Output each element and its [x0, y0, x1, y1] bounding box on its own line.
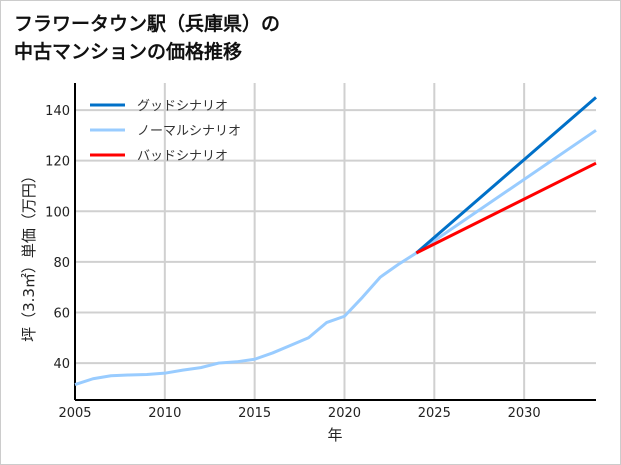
series-line-3 [415, 161, 597, 255]
y-axis-label: 坪（3.3㎡）単価（万円） [20, 168, 38, 342]
x-tick-label: 2005 [58, 406, 91, 421]
title-line-1: フラワータウン駅（兵庫県）の [14, 13, 281, 35]
series-line-1 [415, 96, 597, 255]
x-tick-label: 2025 [418, 406, 451, 421]
x-tick-label: 2015 [238, 406, 271, 421]
legend-label: グッドシナリオ [137, 99, 228, 114]
series-line-2 [74, 129, 597, 386]
legend-label: バッドシナリオ [137, 149, 228, 164]
x-tick-label: 2020 [328, 406, 361, 421]
x-tick-label: 2030 [508, 406, 541, 421]
y-tick-label: 80 [53, 256, 70, 271]
title-line-2: 中古マンションの価格推移 [14, 41, 243, 63]
y-tick-label: 140 [45, 104, 70, 119]
y-tick-label: 60 [53, 306, 70, 321]
y-tick-label: 100 [45, 205, 70, 220]
x-tick-label: 2010 [148, 406, 181, 421]
x-axis-label: 年 [327, 426, 342, 444]
chart-title: フラワータウン駅（兵庫県）の 中古マンションの価格推移 [14, 10, 280, 66]
y-tick-label: 40 [53, 357, 70, 372]
y-tick-label: 120 [45, 155, 70, 170]
legend-label: ノーマルシナリオ [137, 124, 241, 139]
